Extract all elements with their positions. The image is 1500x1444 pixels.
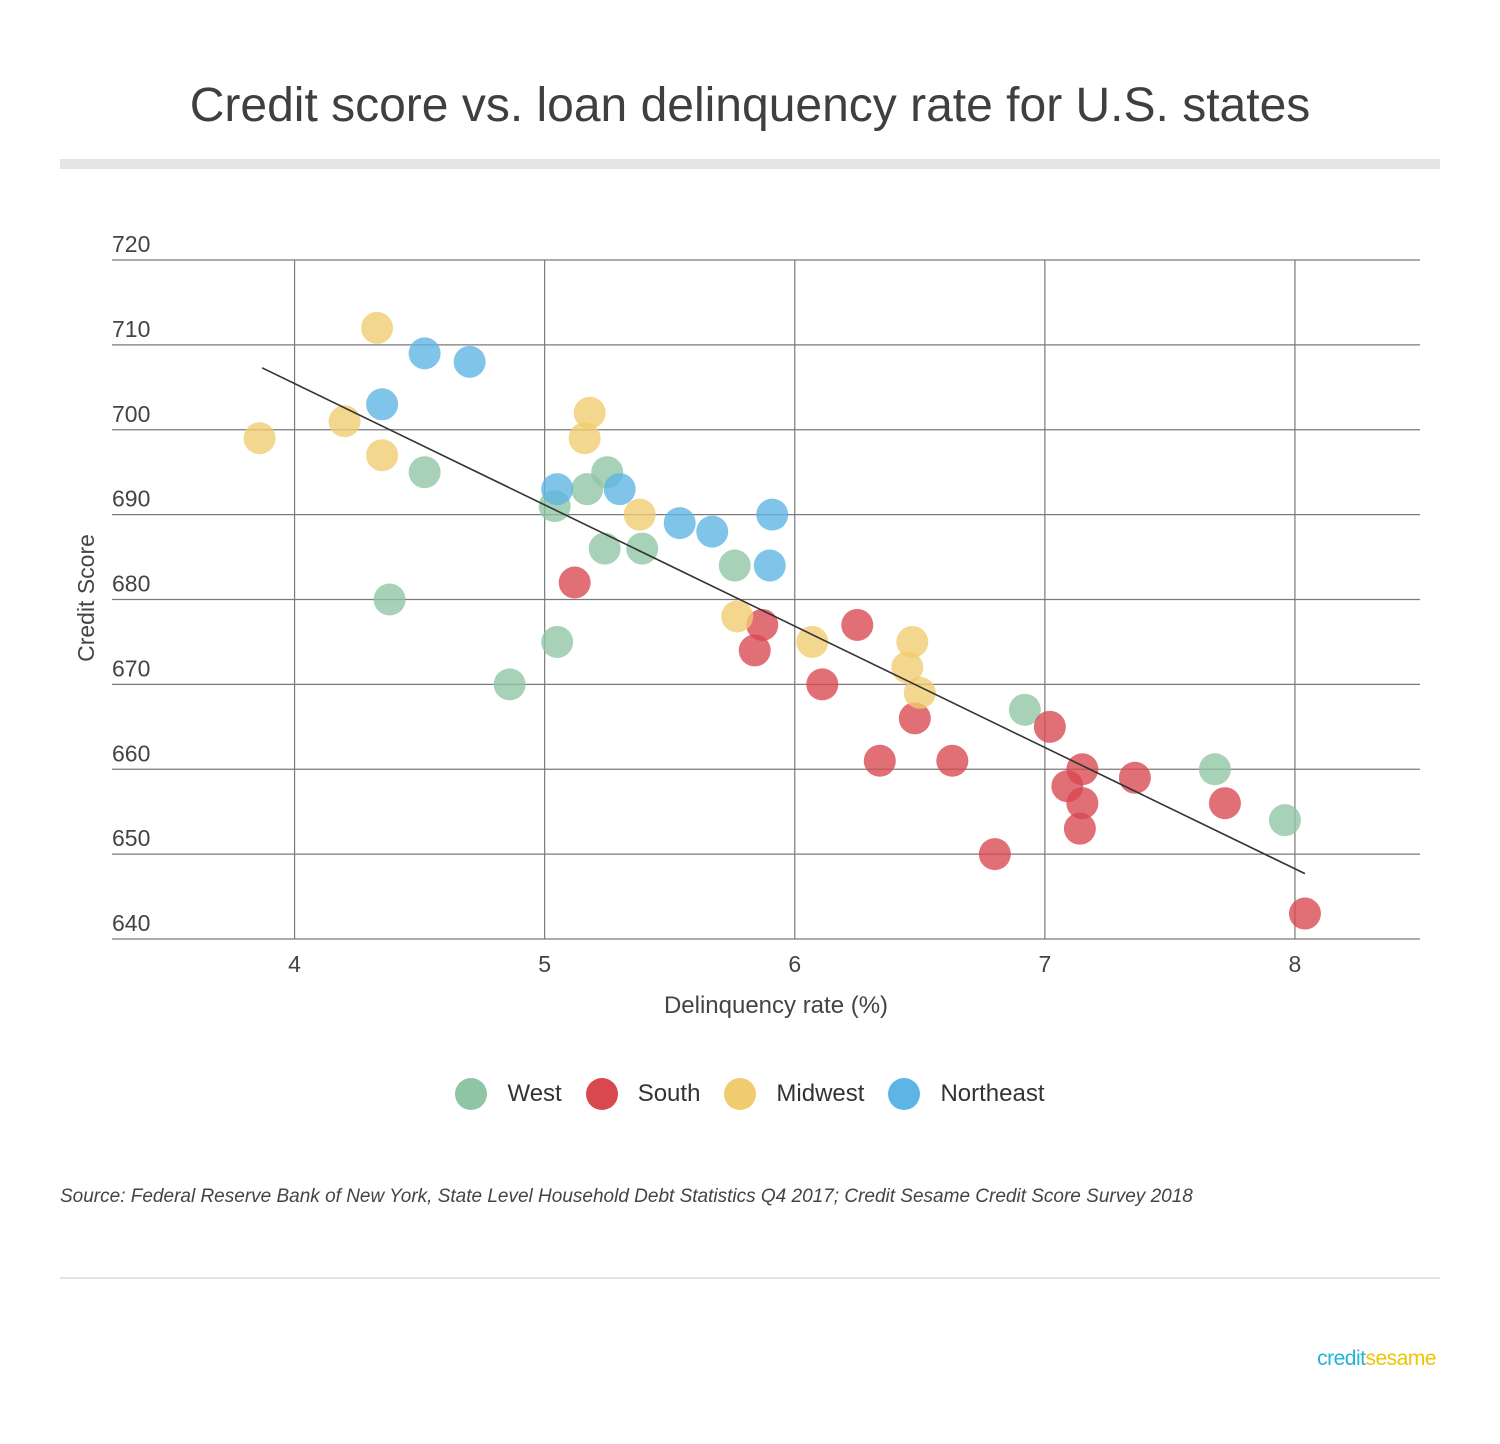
data-point-south [1288,897,1321,930]
data-point-northeast [756,498,789,531]
legend: West South Midwest Northeast [0,1078,1500,1110]
y-tick-labels: 640 650 660 670 680 690 700 710 720 [112,231,150,936]
y-tick-label: 640 [112,910,150,936]
y-tick-label: 650 [112,825,150,851]
footer-divider [60,1277,1440,1279]
data-point-northeast [753,549,786,582]
legend-item-south: South [585,1078,701,1110]
data-point-west [541,625,574,658]
data-point-west [588,532,621,565]
data-point-south [898,702,931,735]
x-tick-label: 4 [288,951,301,977]
legend-item-midwest: Midwest [724,1078,864,1110]
data-point-south [863,744,896,777]
data-point-south [936,744,969,777]
data-point-south [1066,787,1099,820]
data-point-midwest [896,625,929,658]
data-point-west [493,668,526,701]
trend-line [261,367,1306,875]
data-point-south [1033,710,1066,743]
data-point-south [841,608,874,641]
data-point-west [1008,693,1041,726]
x-tick-label: 7 [1038,951,1051,977]
scatter-chart: 640 650 660 670 680 690 700 710 720 4 5 6 7 8 Credit… [73,231,1420,1019]
y-tick-label: 660 [112,740,150,766]
data-point-west [718,549,751,582]
grid [112,259,1420,940]
y-tick-label: 720 [112,231,150,257]
data-point-midwest [891,651,924,684]
legend-label: West [507,1080,562,1107]
data-point-west [626,532,659,565]
legend-item-west: West [455,1078,562,1110]
x-tick-label: 6 [788,951,801,977]
data-point-west [373,583,406,616]
data-point-northeast [453,345,486,378]
data-point-south [746,608,779,641]
y-axis-label: Credit Score [73,534,99,662]
data-point-west [408,456,441,489]
data-point-northeast [541,473,574,506]
data-point-south [806,668,839,701]
y-tick-label: 690 [112,486,150,512]
data-point-midwest [366,439,399,472]
data-point-midwest [796,625,829,658]
x-tick-labels: 4 5 6 7 8 [288,951,1301,977]
data-point-midwest [243,422,276,455]
data-point-south [1063,812,1096,845]
legend-swatch [585,1078,618,1110]
x-tick-label: 5 [538,951,551,977]
data-point-northeast [696,515,729,548]
data-point-south [558,566,591,599]
data-point-midwest [573,396,606,429]
legend-label: South [637,1080,701,1107]
legend-label: Northeast [940,1080,1045,1107]
legend-label: Midwest [776,1080,865,1107]
legend-swatch [455,1078,488,1110]
y-tick-label: 700 [112,401,150,427]
data-point-midwest [568,422,601,455]
data-point-northeast [366,388,399,421]
x-axis-label: Delinquency rate (%) [664,992,888,1019]
source-note: Source: Federal Reserve Bank of New York… [60,1186,1193,1207]
y-tick-label: 670 [112,655,150,681]
data-point-west [1198,753,1231,786]
data-point-south [1208,787,1241,820]
chart-title: Credit score vs. loan delinquency rate f… [189,79,1311,132]
data-point-northeast [603,473,636,506]
data-point-midwest [721,600,754,633]
credit-sesame-logo: creditsesame [1317,1347,1436,1371]
logo-part-sesame: sesame [1365,1347,1436,1370]
data-point-midwest [361,311,394,344]
data-point-midwest [328,405,361,438]
title-divider [60,159,1440,169]
data-point-northeast [663,507,696,540]
data-point-west [1268,804,1301,837]
data-point-midwest [623,498,656,531]
y-tick-label: 680 [112,571,150,597]
data-point-south [1118,761,1151,794]
legend-item-northeast: Northeast [888,1078,1045,1110]
logo-part-credit: credit [1317,1347,1366,1370]
data-point-midwest [903,676,936,709]
data-point-south [978,838,1011,871]
data-point-south [738,634,771,667]
legend-swatch [888,1078,921,1110]
x-tick-label: 8 [1289,951,1302,977]
legend-swatch [724,1078,757,1110]
data-point-south [1066,753,1099,786]
y-tick-label: 710 [112,316,150,342]
data-points [243,311,1321,930]
data-point-northeast [408,337,441,370]
